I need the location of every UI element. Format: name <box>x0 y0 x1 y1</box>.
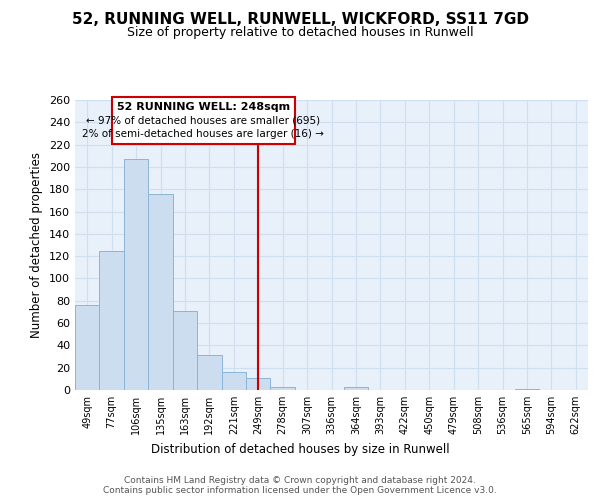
Bar <box>124 159 148 390</box>
Bar <box>344 386 368 390</box>
Bar <box>75 305 100 390</box>
Bar <box>100 250 124 390</box>
Text: ← 97% of detached houses are smaller (695): ← 97% of detached houses are smaller (69… <box>86 116 320 126</box>
Bar <box>271 386 295 390</box>
Text: Contains HM Land Registry data © Crown copyright and database right 2024.: Contains HM Land Registry data © Crown c… <box>124 476 476 485</box>
Bar <box>148 194 173 390</box>
Bar <box>246 378 271 390</box>
Text: 52, RUNNING WELL, RUNWELL, WICKFORD, SS11 7GD: 52, RUNNING WELL, RUNWELL, WICKFORD, SS1… <box>71 12 529 28</box>
Text: Contains public sector information licensed under the Open Government Licence v3: Contains public sector information licen… <box>103 486 497 495</box>
Text: Size of property relative to detached houses in Runwell: Size of property relative to detached ho… <box>127 26 473 39</box>
Bar <box>515 389 539 390</box>
Bar <box>221 372 246 390</box>
Bar <box>112 96 295 144</box>
Y-axis label: Number of detached properties: Number of detached properties <box>31 152 43 338</box>
Text: 52 RUNNING WELL: 248sqm: 52 RUNNING WELL: 248sqm <box>116 102 290 112</box>
Bar <box>197 356 221 390</box>
Text: Distribution of detached houses by size in Runwell: Distribution of detached houses by size … <box>151 442 449 456</box>
Bar <box>173 311 197 390</box>
Text: 2% of semi-detached houses are larger (16) →: 2% of semi-detached houses are larger (1… <box>82 129 324 139</box>
